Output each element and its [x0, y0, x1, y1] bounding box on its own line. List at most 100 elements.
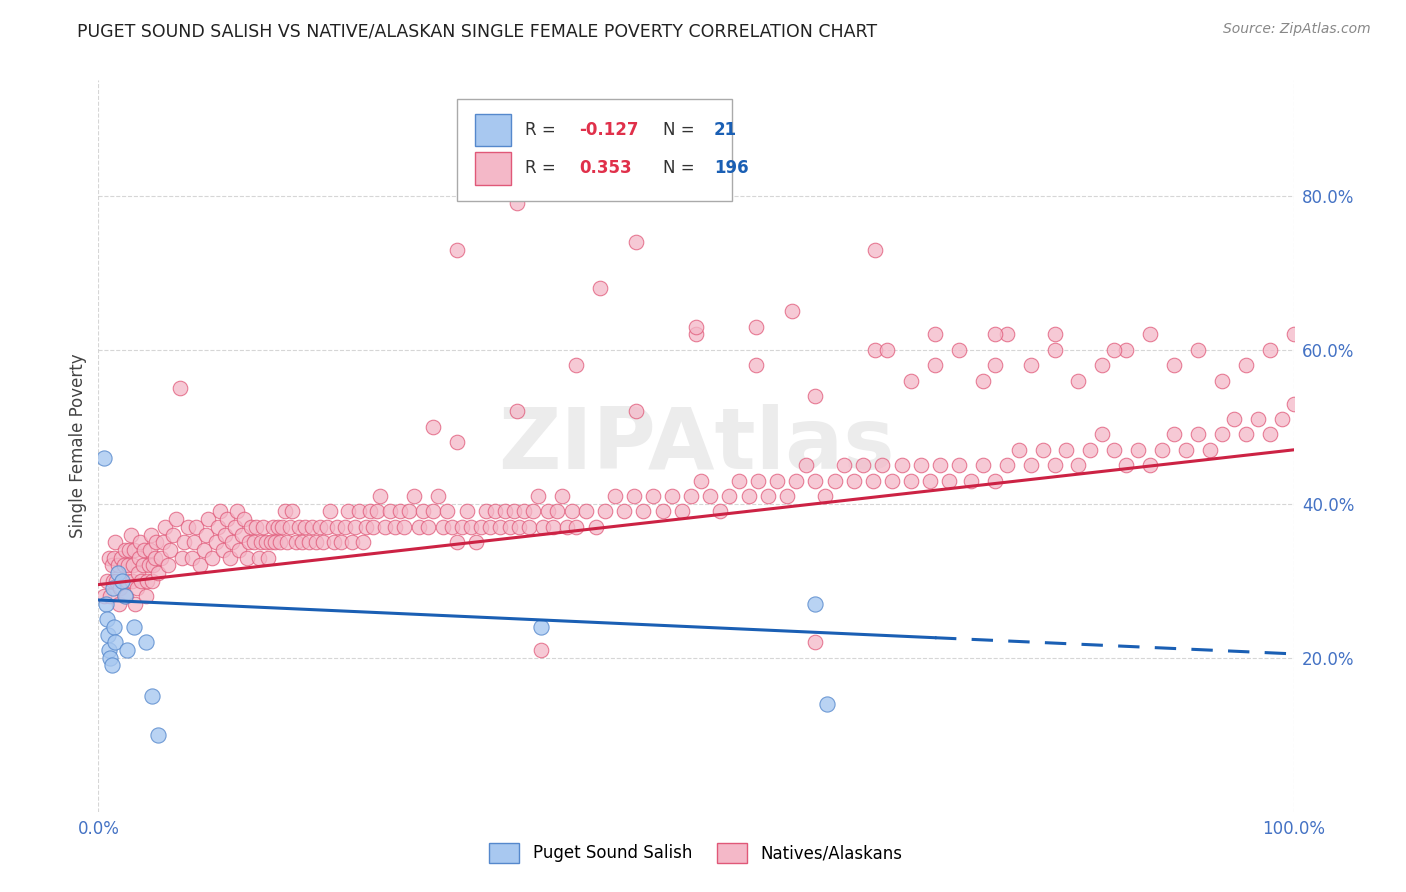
Point — [217, 512, 239, 526]
Point — [1282, 397, 1305, 411]
Point — [226, 504, 249, 518]
Point — [541, 520, 564, 534]
Point — [1080, 442, 1102, 457]
Point — [238, 535, 260, 549]
Point — [378, 504, 401, 518]
Point — [269, 535, 291, 549]
Point — [352, 535, 374, 549]
Point — [107, 597, 129, 611]
Point — [148, 566, 170, 580]
Point — [1067, 374, 1090, 388]
Point — [177, 520, 200, 534]
Point — [1139, 458, 1161, 473]
Point — [530, 620, 553, 634]
Point — [135, 589, 157, 603]
Point — [633, 504, 655, 518]
Point — [450, 520, 472, 534]
Point — [274, 504, 297, 518]
Point — [1115, 343, 1137, 357]
Text: ZIPAtlas: ZIPAtlas — [498, 404, 894, 488]
Point — [446, 535, 468, 549]
Point — [506, 404, 529, 418]
Point — [211, 543, 233, 558]
Point — [815, 697, 838, 711]
Point — [267, 520, 290, 534]
Point — [124, 597, 146, 611]
Point — [257, 550, 280, 565]
Point — [394, 520, 416, 534]
Point — [143, 550, 166, 565]
Point — [626, 235, 648, 249]
Point — [1247, 412, 1270, 426]
Point — [169, 381, 191, 395]
Point — [156, 558, 179, 573]
Point — [613, 504, 636, 518]
Point — [117, 558, 139, 573]
Point — [1282, 327, 1305, 342]
Point — [900, 374, 922, 388]
Point — [995, 458, 1018, 473]
Point — [938, 474, 960, 488]
Point — [479, 520, 502, 534]
Point — [1234, 427, 1257, 442]
Point — [494, 504, 516, 518]
Text: N =: N = — [662, 159, 699, 177]
Point — [114, 589, 136, 603]
Point — [446, 243, 468, 257]
Point — [651, 504, 673, 518]
Point — [262, 520, 284, 534]
Point — [1043, 458, 1066, 473]
Point — [183, 535, 205, 549]
Point — [1091, 358, 1114, 372]
Point — [506, 196, 529, 211]
Point — [308, 520, 330, 534]
Text: R =: R = — [524, 121, 561, 139]
Text: R =: R = — [524, 159, 561, 177]
Point — [139, 543, 162, 558]
FancyBboxPatch shape — [457, 99, 733, 201]
Point — [422, 419, 444, 434]
Point — [685, 327, 707, 342]
Point — [118, 543, 141, 558]
Point — [136, 574, 159, 588]
Point — [728, 474, 751, 488]
Point — [98, 589, 122, 603]
Point — [1115, 458, 1137, 473]
Point — [122, 558, 145, 573]
Point — [1271, 412, 1294, 426]
Point — [880, 474, 903, 488]
Point — [254, 535, 277, 549]
Point — [984, 327, 1007, 342]
Point — [127, 566, 149, 580]
Point — [685, 319, 707, 334]
Point — [291, 535, 314, 549]
Point — [960, 474, 983, 488]
Point — [766, 474, 789, 488]
Point — [412, 504, 434, 518]
Point — [1043, 343, 1066, 357]
Point — [247, 550, 270, 565]
Point — [1139, 327, 1161, 342]
Point — [96, 612, 118, 626]
Point — [745, 358, 768, 372]
Point — [1152, 442, 1174, 457]
Point — [131, 574, 153, 588]
Point — [862, 474, 884, 488]
Point — [1175, 442, 1198, 457]
Point — [689, 474, 711, 488]
Point — [330, 535, 353, 549]
Point — [537, 504, 560, 518]
Point — [162, 527, 184, 541]
Point — [186, 520, 208, 534]
Point — [93, 450, 115, 465]
Point — [465, 535, 488, 549]
Point — [107, 566, 129, 580]
Point — [1043, 327, 1066, 342]
Point — [865, 343, 887, 357]
Point — [152, 535, 174, 549]
Point — [111, 574, 134, 588]
Point — [589, 281, 612, 295]
Point — [98, 650, 122, 665]
Point — [271, 520, 294, 534]
Point — [138, 558, 160, 573]
